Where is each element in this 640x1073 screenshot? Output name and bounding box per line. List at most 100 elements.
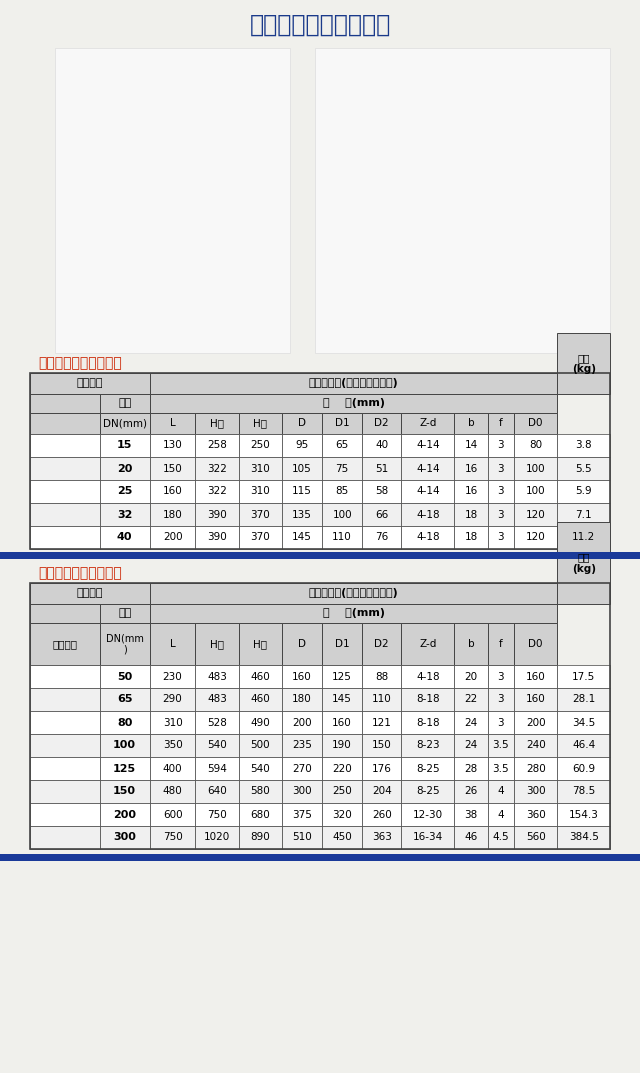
Bar — [401, 457, 454, 480]
Text: 1020: 1020 — [204, 833, 230, 842]
Bar — [195, 711, 239, 734]
Bar — [362, 503, 401, 526]
Text: D1: D1 — [335, 640, 349, 649]
Bar — [557, 688, 610, 711]
Text: 12-30: 12-30 — [413, 809, 443, 820]
Text: 310: 310 — [250, 486, 270, 497]
Bar — [195, 503, 239, 526]
Bar — [30, 711, 99, 734]
Bar — [514, 503, 557, 526]
Text: 40: 40 — [375, 441, 388, 451]
Bar — [401, 665, 454, 688]
Text: 320: 320 — [332, 809, 352, 820]
Bar — [514, 711, 557, 734]
Text: 34.5: 34.5 — [572, 718, 595, 727]
Text: 594: 594 — [207, 764, 227, 774]
Bar — [99, 665, 150, 688]
Text: 322: 322 — [207, 464, 227, 473]
Text: 8-25: 8-25 — [416, 764, 440, 774]
Text: L: L — [170, 640, 175, 649]
Bar — [454, 665, 488, 688]
Bar — [150, 433, 195, 457]
Text: Z-d: Z-d — [419, 640, 436, 649]
Text: 180: 180 — [163, 510, 182, 519]
Bar — [30, 457, 99, 480]
Bar — [557, 521, 610, 604]
Bar — [195, 826, 239, 849]
Text: 3: 3 — [498, 510, 504, 519]
Text: 145: 145 — [292, 532, 312, 543]
Text: 190: 190 — [332, 740, 352, 750]
Bar — [99, 503, 150, 526]
Text: 290: 290 — [163, 694, 182, 705]
Text: 95: 95 — [296, 441, 308, 451]
Text: 100: 100 — [113, 740, 136, 750]
Text: 105: 105 — [292, 464, 312, 473]
Text: 483: 483 — [207, 672, 227, 681]
Text: H关: H关 — [253, 640, 267, 649]
Bar — [239, 503, 282, 526]
Text: 尺    寸(mm): 尺 寸(mm) — [323, 398, 385, 409]
Bar — [282, 503, 323, 526]
Bar — [30, 373, 150, 394]
Text: 3: 3 — [498, 441, 504, 451]
Bar — [362, 780, 401, 803]
Bar — [488, 503, 514, 526]
Text: Z-d: Z-d — [419, 418, 436, 428]
Text: 15: 15 — [117, 441, 132, 451]
Bar — [239, 413, 282, 433]
Text: 尺    寸(mm): 尺 寸(mm) — [323, 608, 385, 618]
Text: 260: 260 — [372, 809, 392, 820]
Text: 24: 24 — [465, 740, 477, 750]
Text: 22: 22 — [465, 694, 477, 705]
Text: 88: 88 — [375, 672, 388, 681]
Text: 25: 25 — [117, 486, 132, 497]
Text: 78.5: 78.5 — [572, 787, 595, 796]
Bar — [514, 803, 557, 826]
Bar — [454, 826, 488, 849]
Text: 220: 220 — [332, 764, 352, 774]
Bar — [30, 583, 150, 604]
Bar — [323, 734, 362, 756]
Bar — [454, 413, 488, 433]
Text: 76: 76 — [375, 532, 388, 543]
Bar — [150, 394, 557, 413]
Bar — [514, 734, 557, 756]
Text: 890: 890 — [250, 833, 270, 842]
Text: 75: 75 — [335, 464, 349, 473]
Bar — [454, 780, 488, 803]
Text: 130: 130 — [163, 441, 182, 451]
Text: 120: 120 — [526, 510, 545, 519]
Text: 540: 540 — [250, 764, 270, 774]
Bar — [55, 48, 290, 353]
Text: 160: 160 — [332, 718, 352, 727]
Text: 11.2: 11.2 — [572, 532, 595, 543]
Text: 低温截止阀(低温长轴截止阀): 低温截止阀(低温长轴截止阀) — [308, 379, 399, 388]
Bar — [557, 433, 610, 457]
Text: 350: 350 — [163, 740, 182, 750]
Text: 680: 680 — [250, 809, 270, 820]
Bar — [514, 480, 557, 503]
Bar — [30, 803, 99, 826]
Bar — [282, 734, 323, 756]
Text: 200: 200 — [163, 532, 182, 543]
Bar — [30, 526, 99, 549]
Bar — [488, 623, 514, 665]
Text: 460: 460 — [250, 694, 270, 705]
Text: 110: 110 — [372, 694, 392, 705]
Text: 3: 3 — [498, 718, 504, 727]
Text: 235: 235 — [292, 740, 312, 750]
Text: 300: 300 — [113, 833, 136, 842]
Bar — [99, 803, 150, 826]
Text: 280: 280 — [526, 764, 545, 774]
Text: D2: D2 — [374, 418, 389, 428]
Text: DN(mm
): DN(mm ) — [106, 633, 143, 655]
Text: 18: 18 — [465, 532, 477, 543]
Text: 135: 135 — [292, 510, 312, 519]
Bar — [150, 604, 557, 623]
Bar — [401, 711, 454, 734]
Bar — [282, 688, 323, 711]
Bar — [0, 854, 640, 861]
Text: 3: 3 — [498, 672, 504, 681]
Text: 110: 110 — [332, 532, 352, 543]
